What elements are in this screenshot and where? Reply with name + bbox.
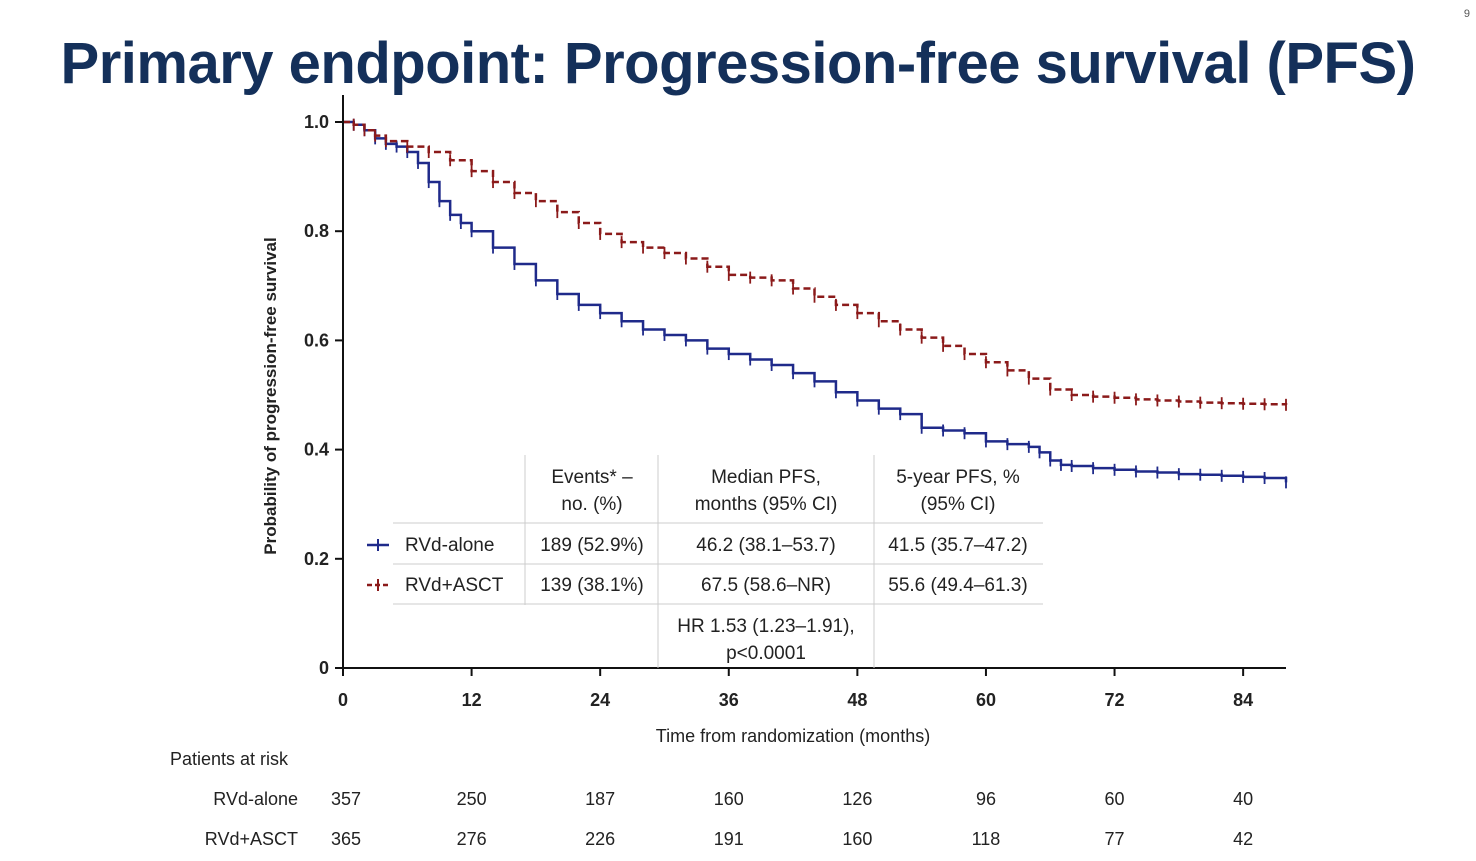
risk-value: 365 xyxy=(331,829,361,849)
risk-value: 226 xyxy=(585,829,615,849)
cell-median-rvd-asct: 67.5 (58.6–NR) xyxy=(701,575,831,596)
risk-value: 357 xyxy=(331,789,361,809)
risk-value: 42 xyxy=(1233,829,1253,849)
cell-median-rvd-alone: 46.2 (38.1–53.7) xyxy=(696,535,835,556)
hazard-ratio: HR 1.53 (1.23–1.91), xyxy=(677,616,854,637)
risk-row-label: RVd+ASCT xyxy=(205,829,298,849)
x-tick-label: 24 xyxy=(590,690,610,710)
axis-ticks: 0 0.2 0.4 0.6 0.8 1.0 0 12 24 36 48 60 72 84 xyxy=(304,112,1253,710)
y-tick-label: 0.6 xyxy=(304,330,329,350)
y-axis-label: Probability of progression-free survival xyxy=(261,237,280,554)
risk-row-label: RVd-alone xyxy=(213,789,298,809)
risk-value: 160 xyxy=(842,829,872,849)
risk-value: 276 xyxy=(457,829,487,849)
x-axis-label: Time from randomization (months) xyxy=(656,726,930,746)
risk-value: 118 xyxy=(972,829,1001,849)
risk-value: 126 xyxy=(842,789,872,809)
header-five-year-sub: (95% CI) xyxy=(921,494,996,515)
risk-value: 191 xyxy=(714,829,744,849)
y-tick-label: 0.4 xyxy=(304,440,329,460)
x-tick-label: 12 xyxy=(462,690,482,710)
cell-five-year-rvd-asct: 55.6 (49.4–61.3) xyxy=(888,575,1027,596)
series-layer xyxy=(342,116,1288,489)
header-median-sub: months (95% CI) xyxy=(695,494,838,515)
x-tick-label: 72 xyxy=(1105,690,1125,710)
cell-five-year-rvd-alone: 41.5 (35.7–47.2) xyxy=(888,535,1027,556)
header-events-sub: no. (%) xyxy=(561,494,622,515)
series-line-rvd-asct xyxy=(343,120,1288,406)
risk-title: Patients at risk xyxy=(170,749,289,769)
x-tick-label: 36 xyxy=(719,690,739,710)
x-tick-label: 60 xyxy=(976,690,996,710)
x-tick-label: 48 xyxy=(847,690,867,710)
risk-value: 250 xyxy=(457,789,487,809)
y-tick-label: 0 xyxy=(319,658,329,678)
risk-value: 187 xyxy=(585,789,615,809)
cell-events-rvd-alone: 189 (52.9%) xyxy=(540,535,644,556)
slide-number: 9 xyxy=(1463,8,1470,20)
patients-at-risk: Patients at risk RVd-alone RVd+ASCT 357 2… xyxy=(170,749,1253,849)
x-tick-label: 84 xyxy=(1233,690,1253,710)
y-tick-label: 0.2 xyxy=(304,549,329,569)
header-median: Median PFS, xyxy=(711,467,821,488)
risk-value: 60 xyxy=(1105,789,1125,809)
y-tick-label: 0.8 xyxy=(304,221,329,241)
cell-events-rvd-asct: 139 (38.1%) xyxy=(540,575,644,596)
p-value: p<0.0001 xyxy=(726,643,806,664)
y-tick-label: 1.0 xyxy=(304,112,329,132)
page-title: Primary endpoint: Progression-free survi… xyxy=(60,31,1416,96)
risk-value: 96 xyxy=(976,789,996,809)
row-label-rvd-alone: RVd-alone xyxy=(405,535,494,556)
summary-table: Events* – no. (%) Median PFS, months (95… xyxy=(367,455,1043,668)
risk-value: 77 xyxy=(1105,829,1125,849)
x-tick-label: 0 xyxy=(338,690,348,710)
row-label-rvd-asct: RVd+ASCT xyxy=(405,575,504,596)
risk-value: 40 xyxy=(1233,789,1253,809)
header-events: Events* – xyxy=(551,467,633,488)
header-five-year: 5-year PFS, % xyxy=(896,467,1020,488)
risk-value: 160 xyxy=(714,789,744,809)
